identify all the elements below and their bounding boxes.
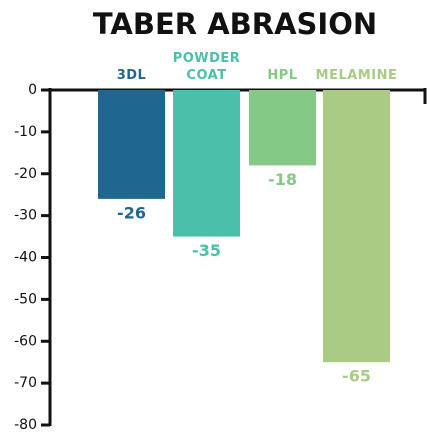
y-tick-label: -50	[14, 291, 37, 307]
category-label: MELAMINE	[315, 68, 398, 83]
category-label: HPL	[267, 68, 298, 83]
category-label: POWDER COAT	[172, 51, 241, 83]
data-label: -35	[192, 241, 221, 260]
y-tick-label: -40	[14, 250, 37, 266]
y-tick-label: -10	[14, 124, 37, 140]
y-tick-label: -80	[14, 417, 37, 433]
data-label: -26	[117, 203, 146, 222]
bar	[323, 90, 390, 363]
data-label: -18	[268, 170, 297, 189]
bar	[249, 90, 316, 166]
y-tick-label: -30	[14, 208, 37, 224]
y-tick-label: 0	[28, 82, 37, 98]
chart-title: TABER ABRASION	[93, 7, 377, 41]
category-label: 3DL	[116, 68, 147, 83]
y-tick-label: -60	[14, 333, 37, 349]
data-label: -65	[342, 367, 371, 386]
bar	[173, 90, 240, 237]
y-tick-label: -70	[14, 375, 37, 391]
y-tick-label: -20	[14, 166, 37, 182]
bar	[98, 90, 165, 199]
